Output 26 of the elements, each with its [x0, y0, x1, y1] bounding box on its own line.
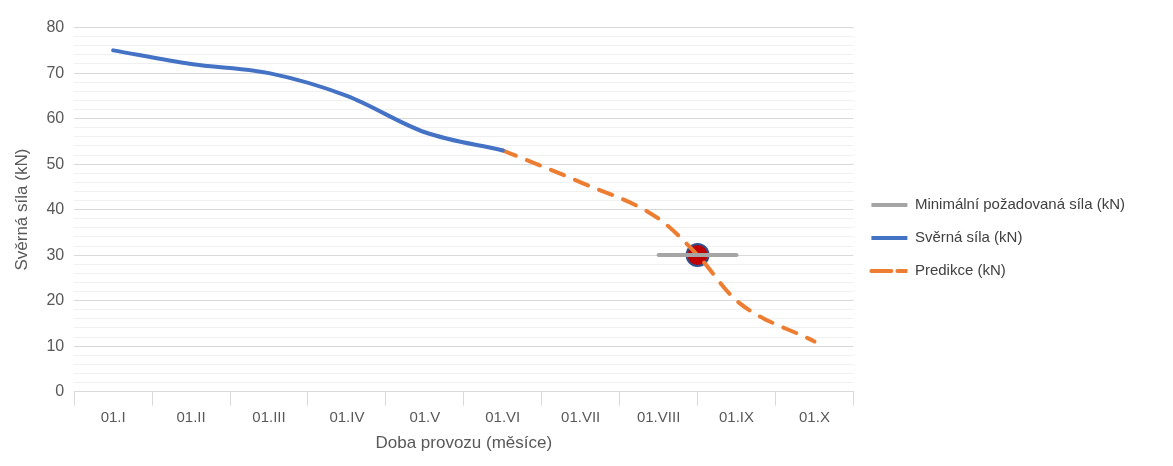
y-tick-label: 20: [46, 291, 65, 309]
y-tick-label: 60: [46, 109, 65, 127]
legend-label: Predikce (kN): [914, 261, 1006, 279]
x-tick-label: 01.I: [100, 407, 126, 425]
y-axis-title: Svěrná síla (kN): [11, 148, 31, 271]
x-tick-label: 01.IV: [329, 407, 365, 425]
y-tick-label: 70: [46, 63, 65, 81]
x-tick-label: 01.V: [409, 407, 441, 425]
legend-label: Svěrná síla (kN): [914, 228, 1023, 246]
x-tick-label: 01.III: [252, 407, 286, 425]
y-tick-label: 80: [46, 18, 65, 36]
x-tick-label: 01.VI: [485, 407, 521, 425]
x-axis-title: Doba provozu (měsíce): [375, 433, 553, 453]
x-tick-label: 01.II: [176, 407, 206, 425]
y-tick-label: 40: [46, 200, 65, 218]
x-tick-label: 01.IX: [719, 407, 755, 425]
x-tick-label: 01.VII: [561, 407, 601, 425]
y-tick-label: 10: [46, 336, 65, 354]
x-tick-label: 01.X: [799, 407, 830, 425]
line-series: [500, 148, 817, 344]
legend-label: Minimální požadovaná síla (kN): [914, 195, 1126, 213]
line-series: [111, 48, 505, 153]
y-tick-label: 0: [55, 382, 65, 400]
x-tick-label: 01.VIII: [636, 407, 681, 425]
y-tick-label: 30: [46, 245, 65, 263]
y-tick-label: 50: [46, 154, 65, 172]
